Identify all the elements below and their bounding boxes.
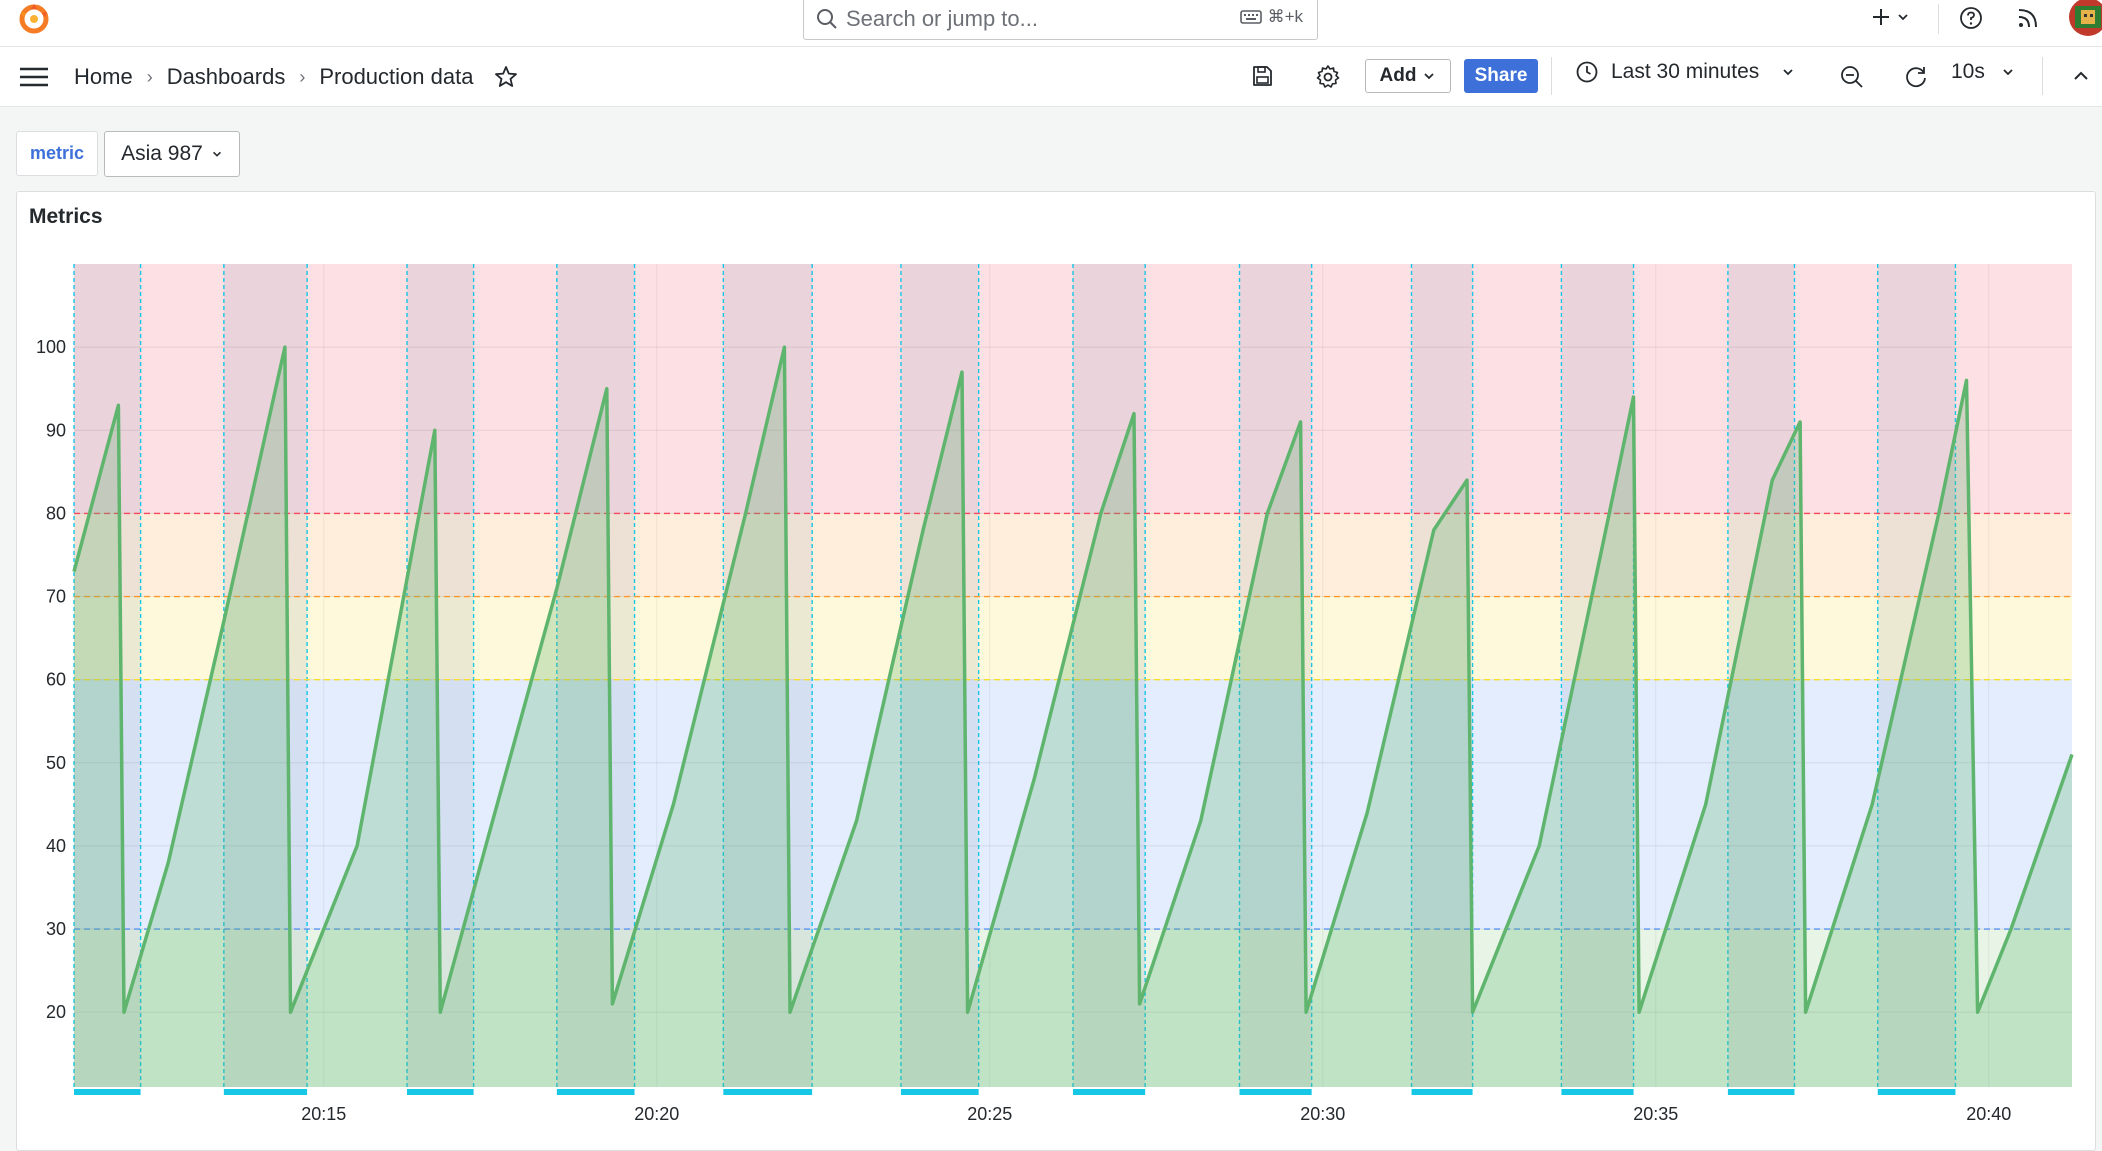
page-title: Production data — [319, 64, 474, 89]
y-tick-label: 90 — [46, 420, 66, 440]
threshold-band-red — [74, 264, 2072, 514]
annotation-marker — [1239, 1089, 1312, 1095]
annotation-marker — [1561, 1089, 1634, 1095]
toolbar-divider — [1551, 57, 1552, 95]
refresh-interval-picker[interactable]: 10s — [1951, 60, 2015, 84]
x-tick-label: 20:30 — [1300, 1104, 1345, 1122]
annotation-marker — [900, 1089, 979, 1095]
add-button[interactable]: Add — [1365, 59, 1451, 93]
y-tick-label: 40 — [46, 836, 66, 856]
star-icon[interactable] — [493, 64, 519, 90]
y-tick-label: 80 — [46, 503, 66, 523]
chevron-right-icon: › — [146, 66, 153, 87]
chevron-down-icon — [1424, 73, 1435, 80]
refresh-icon[interactable] — [1903, 64, 1929, 90]
annotation-region — [1239, 264, 1312, 1087]
search-shortcut-label: ⌘+k — [1267, 7, 1303, 26]
share-button[interactable]: Share — [1464, 59, 1538, 93]
zoom-out-icon[interactable] — [1839, 64, 1865, 90]
annotation-marker — [556, 1089, 635, 1095]
annotation-region — [1727, 264, 1795, 1087]
search-input[interactable]: Search or jump to... ⌘+k — [803, 0, 1318, 40]
series-line — [72, 345, 2074, 1014]
save-icon[interactable] — [1250, 64, 1274, 88]
time-series-chart[interactable]: 20 30 40 50 60 70 80 90 100 20:15 20:20 20:25 20:30 2… — [17, 192, 2095, 1122]
annotation-marker — [1727, 1089, 1795, 1095]
annotation-marker — [723, 1089, 813, 1095]
annotation-marker — [1411, 1089, 1473, 1095]
x-tick-label: 20:40 — [1966, 1104, 2011, 1122]
annotation-marker — [407, 1089, 474, 1095]
metrics-panel: Metrics 20 30 40 50 60 70 80 90 100 20:15 20:20 20:… — [16, 191, 2096, 1151]
annotation-region — [556, 264, 635, 1087]
question-circle-icon[interactable] — [1958, 5, 1984, 31]
keyboard-icon — [1239, 10, 1262, 24]
x-tick-label: 20:25 — [967, 1104, 1012, 1122]
search-placeholder: Search or jump to... — [846, 6, 1038, 31]
breadcrumb-dashboards[interactable]: Dashboards — [166, 64, 286, 89]
annotation-marker — [1073, 1089, 1146, 1095]
variable-value: Asia 987 — [121, 142, 203, 165]
share-button-label: Share — [1474, 65, 1528, 86]
search-icon — [817, 9, 837, 29]
chevron-down-icon — [1783, 69, 1793, 76]
breadcrumb: Home › Dashboards › Production data — [74, 64, 519, 90]
annotation-region — [74, 264, 141, 1087]
series-area — [74, 347, 2072, 1088]
annotation-region — [1411, 264, 1473, 1087]
annotation-region — [223, 264, 308, 1087]
clock-icon — [1576, 61, 1598, 83]
y-tick-label: 30 — [46, 919, 66, 939]
annotation-region — [1073, 264, 1146, 1087]
x-tick-label: 20:15 — [301, 1104, 346, 1122]
breadcrumb-home[interactable]: Home — [74, 64, 133, 89]
grafana-logo-icon[interactable] — [14, 0, 54, 40]
variable-select[interactable]: Asia 987 — [104, 131, 240, 177]
annotation-region — [1877, 264, 1956, 1087]
dashboard-nav-bar: Home › Dashboards › Production data Add … — [0, 47, 2102, 107]
y-tick-label: 100 — [36, 337, 66, 357]
y-tick-label: 50 — [46, 753, 66, 773]
annotation-region — [723, 264, 813, 1087]
add-button-label: Add — [1379, 65, 1417, 86]
search-shortcut: ⌘+k — [1239, 7, 1303, 27]
refresh-interval-label: 10s — [1951, 60, 1985, 83]
toolbar-divider — [2042, 57, 2043, 95]
annotation-marker — [74, 1089, 141, 1095]
panel-title[interactable]: Metrics — [29, 205, 103, 228]
time-range-label: Last 30 minutes — [1611, 60, 1760, 83]
chevron-down-icon — [2003, 69, 2013, 76]
annotation-marker — [223, 1089, 308, 1095]
chevron-up-icon[interactable] — [2072, 69, 2090, 83]
x-tick-label: 20:20 — [634, 1104, 679, 1122]
y-tick-label: 70 — [46, 587, 66, 607]
time-range-picker[interactable]: Last 30 minutes — [1575, 60, 1795, 84]
chevron-down-icon — [1898, 14, 1908, 21]
topbar-divider — [1938, 4, 1939, 34]
y-tick-label: 60 — [46, 670, 66, 690]
chevron-down-icon — [212, 151, 221, 157]
avatar[interactable] — [2069, 0, 2102, 36]
menu-icon[interactable] — [18, 65, 50, 89]
rss-icon[interactable] — [2016, 6, 2040, 30]
plus-icon — [1873, 9, 1889, 25]
y-tick-label: 20 — [46, 1002, 66, 1022]
top-bar: Search or jump to... ⌘+k — [0, 0, 2102, 47]
annotation-marker — [1877, 1089, 1956, 1095]
gear-icon[interactable] — [1315, 64, 1341, 90]
chevron-right-icon: › — [299, 66, 306, 87]
variable-label: metric — [16, 131, 98, 176]
new-menu-button[interactable] — [1870, 6, 1910, 28]
x-tick-label: 20:35 — [1633, 1104, 1678, 1122]
